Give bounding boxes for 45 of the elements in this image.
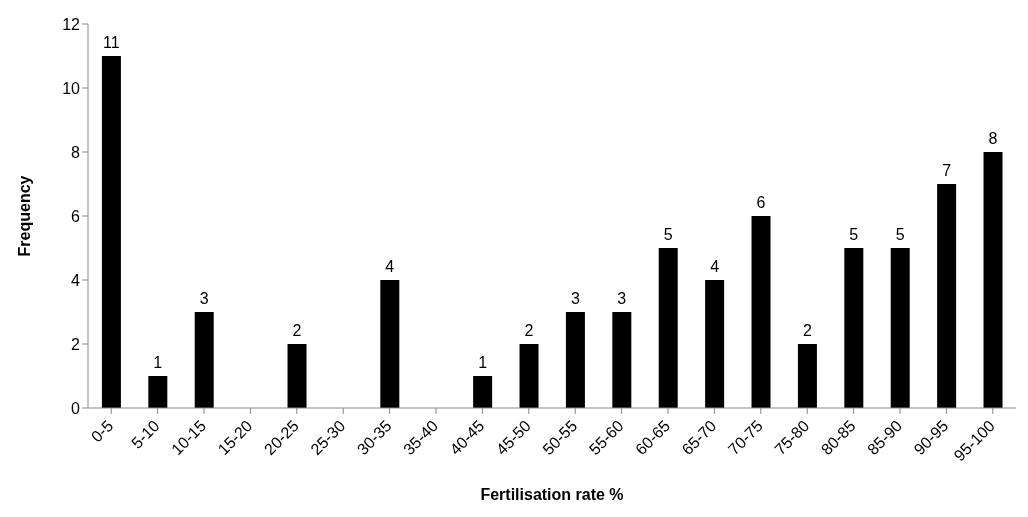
y-tick-label: 0 xyxy=(71,399,81,417)
x-tick-label: 0-5 xyxy=(87,417,117,446)
bar xyxy=(612,312,632,408)
bar xyxy=(380,280,400,408)
bar xyxy=(287,344,307,408)
bar xyxy=(705,280,725,408)
bar xyxy=(751,216,771,408)
data-label: 2 xyxy=(292,322,302,339)
bar xyxy=(890,248,910,408)
data-label: 11 xyxy=(103,34,120,51)
y-tick-label: 10 xyxy=(62,79,81,97)
y-tick-label: 4 xyxy=(71,271,81,289)
data-label: 5 xyxy=(895,226,905,243)
bar xyxy=(844,248,864,408)
bar xyxy=(797,344,817,408)
y-tick-label: 12 xyxy=(62,15,81,33)
bar xyxy=(658,248,678,408)
bar xyxy=(473,376,493,408)
data-label: 2 xyxy=(524,322,534,339)
data-label: 5 xyxy=(663,226,673,243)
data-label: 3 xyxy=(617,290,627,307)
bar xyxy=(983,152,1003,408)
data-label: 1 xyxy=(153,354,163,371)
data-label: 4 xyxy=(710,258,720,275)
y-tick-label: 8 xyxy=(71,143,81,161)
data-label: 3 xyxy=(199,290,209,307)
y-tick-label: 2 xyxy=(71,335,81,353)
data-label: 8 xyxy=(988,130,998,147)
bar xyxy=(148,376,168,408)
data-label: 6 xyxy=(756,194,766,211)
bar xyxy=(937,184,957,408)
x-tick-label: 5-10 xyxy=(128,417,163,452)
data-label: 2 xyxy=(802,322,812,339)
y-tick-label: 6 xyxy=(71,207,81,225)
data-label: 7 xyxy=(942,162,952,179)
bar xyxy=(101,56,121,408)
bar xyxy=(519,344,539,408)
data-label: 5 xyxy=(849,226,859,243)
bar xyxy=(565,312,585,408)
y-axis-title: Frequency xyxy=(15,175,33,257)
data-label: 3 xyxy=(570,290,580,307)
data-label: 1 xyxy=(478,354,488,371)
bar xyxy=(194,312,214,408)
x-axis-title: Fertilisation rate % xyxy=(480,486,624,503)
data-label: 4 xyxy=(385,258,395,275)
